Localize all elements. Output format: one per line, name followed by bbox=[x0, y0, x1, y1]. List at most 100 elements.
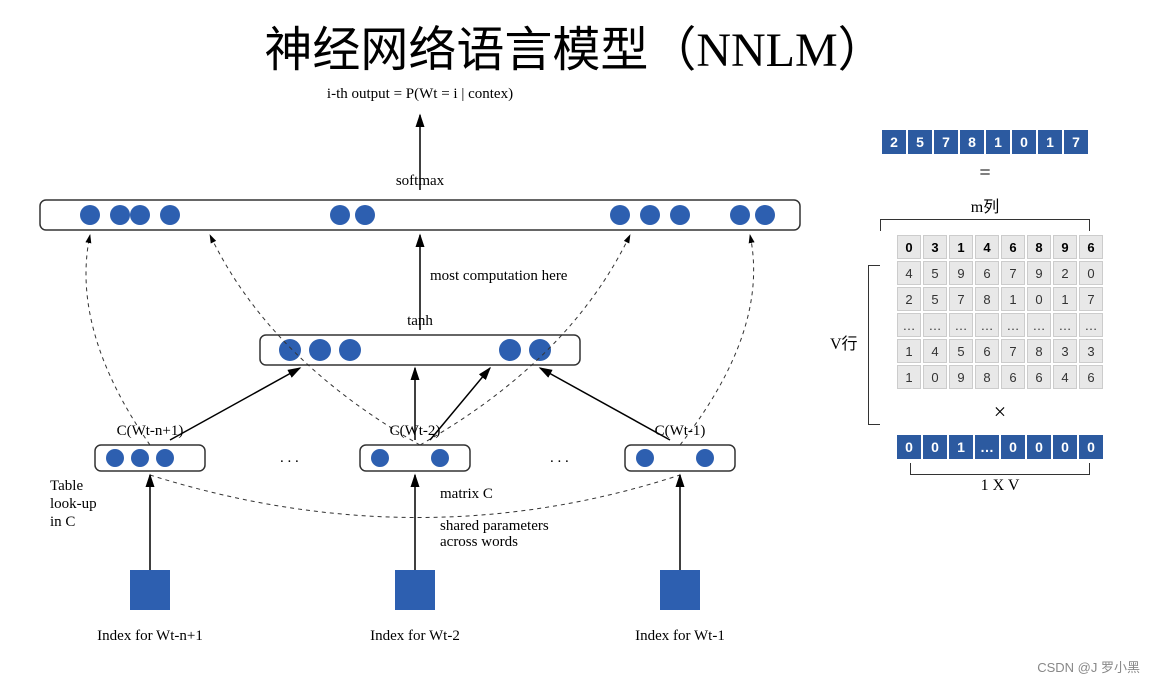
matrix-cell: 3 bbox=[1079, 339, 1103, 363]
matrix-cell: … bbox=[923, 313, 947, 337]
vector-cell: … bbox=[975, 435, 999, 459]
v-brace bbox=[868, 265, 880, 425]
matrix-cell: 6 bbox=[1001, 365, 1025, 389]
vector-cell: 0 bbox=[897, 435, 921, 459]
index-box-2 bbox=[660, 570, 700, 610]
matrix-cell: … bbox=[975, 313, 999, 337]
embedding-matrix: 031468964596792025781017……………………14567833… bbox=[880, 235, 1120, 389]
vector-cell: 0 bbox=[1053, 435, 1077, 459]
onehot-vector: 001…0000 bbox=[880, 435, 1120, 459]
vector-cell: 7 bbox=[934, 130, 958, 154]
matrix-cell: 6 bbox=[1001, 235, 1025, 259]
matrix-cell: 5 bbox=[923, 287, 947, 311]
vector-cell: 0 bbox=[1027, 435, 1051, 459]
vector-cell: 0 bbox=[1012, 130, 1036, 154]
matrix-cell: … bbox=[949, 313, 973, 337]
index-label-2: Index for Wt-1 bbox=[635, 628, 725, 644]
vector-cell: 1 bbox=[986, 130, 1010, 154]
nnlm-diagram: i-th output = P(Wt = i | contex) softmax… bbox=[10, 80, 830, 660]
matrix-cell: 4 bbox=[1053, 365, 1077, 389]
index-label-0: Index for Wt-n+1 bbox=[97, 628, 203, 644]
matrix-cell: 9 bbox=[949, 261, 973, 285]
matrix-cell: 6 bbox=[975, 339, 999, 363]
matrix-cell: 1 bbox=[1001, 287, 1025, 311]
result-vector: 25781017 bbox=[850, 130, 1120, 154]
matrix-cell: 0 bbox=[897, 235, 921, 259]
vector-cell: 7 bbox=[1064, 130, 1088, 154]
vector-cell: 2 bbox=[882, 130, 906, 154]
matrix-cell: 0 bbox=[923, 365, 947, 389]
matrix-cell: 3 bbox=[923, 235, 947, 259]
onexv-brace bbox=[910, 463, 1090, 475]
lookup-illustration: 25781017 = m列 V行 03146896459679202578101… bbox=[850, 130, 1120, 650]
matrix-cell: 4 bbox=[975, 235, 999, 259]
c-layer-1 bbox=[360, 445, 470, 471]
matrix-cell: 6 bbox=[1079, 365, 1103, 389]
matrix-cell: 8 bbox=[975, 287, 999, 311]
matrix-cell: 8 bbox=[1027, 339, 1051, 363]
vector-cell: 0 bbox=[1079, 435, 1103, 459]
svg-text:. . .: . . . bbox=[550, 450, 569, 466]
matrix-row: 45967920 bbox=[897, 261, 1103, 285]
lookup-label: Table look-up in C bbox=[50, 478, 100, 530]
matrix-cell: 7 bbox=[1001, 339, 1025, 363]
matrix-cell: 2 bbox=[1053, 261, 1077, 285]
m-columns-label: m列 bbox=[850, 193, 1120, 217]
matrix-row: 10986646 bbox=[897, 365, 1103, 389]
c-label-2: C(Wt-1) bbox=[655, 423, 706, 439]
matrix-cell: 9 bbox=[1053, 235, 1077, 259]
matrix-cell: 1 bbox=[949, 235, 973, 259]
m-brace bbox=[880, 219, 1090, 231]
vector-cell: 1 bbox=[1038, 130, 1062, 154]
matrix-cell: 9 bbox=[949, 365, 973, 389]
vector-cell: 5 bbox=[908, 130, 932, 154]
c-label-1: C(Wt-2) bbox=[390, 423, 441, 439]
c-layer-0 bbox=[95, 445, 205, 471]
matrix-cell: 8 bbox=[1027, 235, 1051, 259]
matrix-row: 14567833 bbox=[897, 339, 1103, 363]
matrix-cell: … bbox=[897, 313, 921, 337]
computation-label: most computation here bbox=[430, 268, 568, 284]
page-title: 神经网络语言模型（NNLM） bbox=[0, 10, 1150, 80]
watermark: CSDN @J 罗小黑 bbox=[1037, 657, 1140, 676]
matrix-cell: 1 bbox=[1053, 287, 1077, 311]
c-layer-2 bbox=[625, 445, 735, 471]
matrix-cell: … bbox=[1027, 313, 1051, 337]
index-box-1 bbox=[395, 570, 435, 610]
matrix-cell: 7 bbox=[949, 287, 973, 311]
c-label-0: C(Wt-n+1) bbox=[117, 423, 184, 439]
equals-sign: = bbox=[850, 162, 1120, 185]
matrix-c-label: matrix C bbox=[440, 486, 493, 502]
shared-params-label: shared parameters across words bbox=[440, 518, 552, 550]
matrix-cell: 1 bbox=[897, 339, 921, 363]
matrix-cell: 5 bbox=[949, 339, 973, 363]
index-box-0 bbox=[130, 570, 170, 610]
matrix-cell: 6 bbox=[975, 261, 999, 285]
matrix-cell: 3 bbox=[1053, 339, 1077, 363]
vector-cell: 0 bbox=[1001, 435, 1025, 459]
vector-cell: 8 bbox=[960, 130, 984, 154]
matrix-cell: 7 bbox=[1079, 287, 1103, 311]
matrix-row: …………………… bbox=[897, 313, 1103, 337]
matrix-cell: … bbox=[1053, 313, 1077, 337]
matrix-cell: 5 bbox=[923, 261, 947, 285]
matrix-cell: 0 bbox=[1079, 261, 1103, 285]
matrix-cell: 2 bbox=[897, 287, 921, 311]
onexv-label: 1 X V bbox=[880, 477, 1120, 495]
matrix-cell: … bbox=[1001, 313, 1025, 337]
matrix-row: 25781017 bbox=[897, 287, 1103, 311]
matrix-cell: 8 bbox=[975, 365, 999, 389]
tanh-label: tanh bbox=[407, 313, 433, 329]
svg-text:. . .: . . . bbox=[280, 450, 299, 466]
index-label-1: Index for Wt-2 bbox=[370, 628, 460, 644]
v-rows-label: V行 bbox=[830, 330, 858, 354]
matrix-cell: 6 bbox=[1027, 365, 1051, 389]
matrix-row: 03146896 bbox=[897, 235, 1103, 259]
matrix-cell: 9 bbox=[1027, 261, 1051, 285]
matrix-cell: 6 bbox=[1079, 235, 1103, 259]
vector-cell: 0 bbox=[923, 435, 947, 459]
multiply-sign: × bbox=[880, 399, 1120, 425]
vector-cell: 1 bbox=[949, 435, 973, 459]
matrix-cell: 1 bbox=[897, 365, 921, 389]
softmax-label: softmax bbox=[396, 173, 445, 189]
